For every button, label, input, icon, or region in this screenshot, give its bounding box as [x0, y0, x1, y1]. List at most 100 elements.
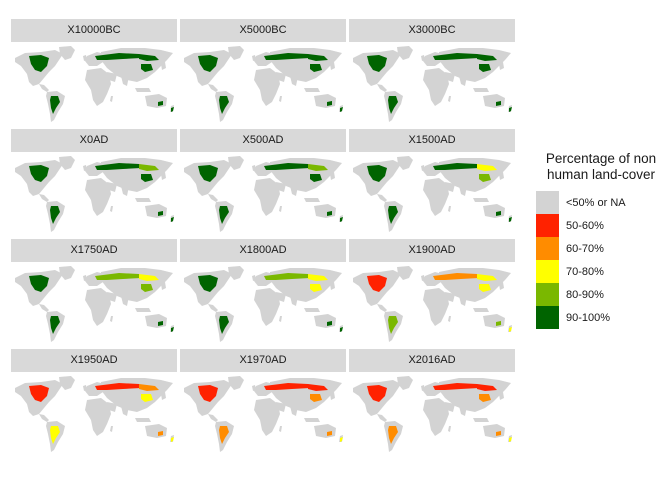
legend-item-80-90: 80-90% — [536, 283, 669, 306]
land-japan — [330, 392, 335, 400]
land-madagascar — [110, 426, 113, 432]
legend-title: Percentage of non human land-cover — [533, 151, 669, 183]
land-uk — [421, 385, 425, 391]
land-india — [121, 186, 129, 196]
region-south-america — [388, 206, 398, 224]
facet-map-panel — [11, 44, 177, 124]
facet-map-panel — [349, 374, 515, 454]
region-south-america — [219, 426, 229, 444]
land-australia — [145, 204, 167, 218]
region-australia-se — [158, 321, 163, 326]
land-uk — [421, 55, 425, 61]
land-africa — [254, 178, 280, 216]
region-new-zealand — [171, 327, 174, 332]
land-indonesia — [135, 88, 151, 92]
region-new-zealand — [509, 217, 512, 222]
region-siberia-east — [308, 54, 328, 61]
land-arabia — [276, 182, 286, 192]
region-australia-se — [158, 211, 163, 216]
region-australia-se — [496, 321, 501, 326]
facet-map-panel — [349, 154, 515, 234]
land-arabia — [107, 182, 117, 192]
region-east-asia — [479, 284, 491, 292]
region-new-zealand — [509, 437, 512, 442]
facet-map-panel — [180, 264, 346, 344]
world-map — [353, 46, 512, 122]
land-arabia — [276, 402, 286, 412]
facet-map-panel — [11, 374, 177, 454]
region-north-america — [29, 55, 49, 72]
region-north-america — [29, 165, 49, 182]
land-central-america — [208, 304, 218, 312]
land-japan — [499, 62, 504, 70]
land-central-america — [39, 84, 49, 92]
legend-title-line-2: human land-cover — [546, 167, 656, 182]
region-boreal-eurasia — [95, 273, 141, 280]
region-south-america — [50, 316, 60, 334]
region-east-asia — [479, 64, 491, 72]
land-arabia — [107, 402, 117, 412]
facet-x10000bc: X10000BC — [11, 19, 177, 124]
land-australia — [314, 424, 336, 438]
land-india — [459, 296, 467, 306]
land-australia — [145, 314, 167, 328]
facet-x0ad: X0AD — [11, 129, 177, 234]
region-east-asia — [141, 284, 153, 292]
land-japan — [330, 62, 335, 70]
land-greenland — [59, 46, 75, 60]
facet-strip-label: X1800AD — [180, 239, 346, 262]
land-greenland — [397, 156, 413, 170]
legend-label-70-80: 70-80% — [566, 265, 604, 278]
world-map — [15, 376, 174, 452]
land-africa — [423, 288, 449, 326]
legend-label-na: <50% or NA — [566, 196, 626, 209]
land-arabia — [107, 72, 117, 82]
land-greenland — [397, 46, 413, 60]
region-australia-se — [327, 101, 332, 106]
region-south-america — [388, 426, 398, 444]
facet-map-panel — [180, 374, 346, 454]
land-uk — [252, 385, 256, 391]
region-east-asia — [479, 174, 491, 182]
land-madagascar — [448, 206, 451, 212]
region-east-asia — [310, 284, 322, 292]
land-indonesia — [135, 418, 151, 422]
region-north-america — [29, 385, 49, 402]
legend-key-50-60 — [536, 214, 559, 237]
land-japan — [499, 172, 504, 180]
facet-x5000bc: X5000BC — [180, 19, 346, 124]
legend-items: <50% or NA 50-60% 60-70% 70-80% 80-90% 9… — [536, 191, 669, 329]
land-central-america — [39, 414, 49, 422]
land-india — [121, 296, 129, 306]
region-australia-se — [496, 101, 501, 106]
region-australia-se — [327, 211, 332, 216]
land-japan — [161, 172, 166, 180]
land-africa — [85, 68, 111, 106]
region-east-asia — [141, 64, 153, 72]
region-siberia-east — [477, 164, 497, 171]
land-japan — [161, 62, 166, 70]
land-australia — [483, 424, 505, 438]
land-madagascar — [110, 316, 113, 322]
world-map — [353, 376, 512, 452]
land-madagascar — [110, 206, 113, 212]
region-australia-se — [327, 321, 332, 326]
facet-map-panel — [349, 44, 515, 124]
land-madagascar — [110, 96, 113, 102]
region-north-america — [367, 275, 387, 292]
legend-label-80-90: 80-90% — [566, 288, 604, 301]
legend-label-60-70: 60-70% — [566, 242, 604, 255]
land-india — [290, 76, 298, 86]
land-arabia — [445, 402, 455, 412]
region-boreal-eurasia — [95, 383, 141, 390]
land-arabia — [445, 72, 455, 82]
region-siberia-east — [308, 384, 328, 391]
land-central-america — [208, 194, 218, 202]
land-japan — [161, 392, 166, 400]
land-india — [121, 406, 129, 416]
region-north-america — [198, 55, 218, 72]
land-indonesia — [304, 308, 320, 312]
region-siberia-east — [139, 384, 159, 391]
facet-strip-label: X5000BC — [180, 19, 346, 42]
region-north-america — [367, 385, 387, 402]
